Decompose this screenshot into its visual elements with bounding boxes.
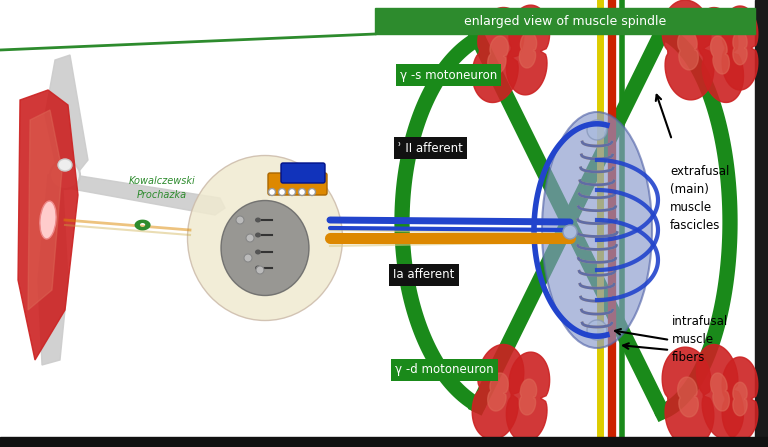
Polygon shape — [733, 31, 747, 65]
Polygon shape — [733, 382, 747, 416]
Text: intrafusal
muscle
fibers: intrafusal muscle fibers — [672, 315, 728, 364]
Text: ʾ II afferent: ʾ II afferent — [398, 142, 463, 155]
Ellipse shape — [58, 159, 72, 171]
Polygon shape — [472, 8, 524, 102]
Ellipse shape — [269, 189, 276, 195]
Polygon shape — [506, 5, 550, 95]
Ellipse shape — [255, 232, 261, 237]
Polygon shape — [45, 55, 88, 175]
Polygon shape — [488, 36, 508, 74]
Polygon shape — [38, 172, 68, 365]
Polygon shape — [18, 90, 78, 360]
Text: ⴰ: ⴰ — [132, 208, 151, 236]
Polygon shape — [677, 377, 698, 417]
Polygon shape — [722, 357, 758, 441]
Ellipse shape — [289, 189, 296, 195]
Ellipse shape — [279, 189, 286, 195]
Ellipse shape — [256, 266, 264, 274]
Ellipse shape — [587, 120, 607, 140]
Ellipse shape — [299, 189, 306, 195]
Polygon shape — [677, 30, 698, 70]
Ellipse shape — [255, 266, 261, 270]
Polygon shape — [697, 8, 743, 102]
Ellipse shape — [50, 161, 80, 189]
Ellipse shape — [40, 201, 56, 239]
Polygon shape — [0, 437, 768, 447]
Ellipse shape — [246, 234, 254, 242]
Polygon shape — [710, 373, 730, 411]
Text: enlarged view of muscle spindle: enlarged view of muscle spindle — [464, 14, 666, 28]
Polygon shape — [506, 352, 550, 442]
Ellipse shape — [255, 218, 261, 223]
Ellipse shape — [563, 225, 577, 239]
Polygon shape — [710, 36, 730, 74]
Ellipse shape — [587, 320, 607, 340]
Text: extrafusal
(main)
muscle
fascicles: extrafusal (main) muscle fascicles — [670, 165, 730, 232]
FancyBboxPatch shape — [268, 173, 327, 195]
Polygon shape — [697, 345, 743, 439]
Ellipse shape — [255, 249, 261, 254]
Text: γ -d motoneuron: γ -d motoneuron — [395, 363, 494, 376]
Ellipse shape — [187, 156, 343, 320]
Polygon shape — [488, 373, 508, 411]
Polygon shape — [755, 0, 768, 447]
FancyBboxPatch shape — [281, 163, 325, 183]
Text: Ia afferent: Ia afferent — [393, 269, 455, 282]
Polygon shape — [375, 8, 755, 34]
Polygon shape — [662, 347, 713, 447]
Ellipse shape — [542, 112, 652, 348]
Ellipse shape — [236, 216, 244, 224]
Ellipse shape — [309, 189, 316, 195]
Ellipse shape — [244, 254, 252, 262]
Polygon shape — [28, 110, 62, 310]
Polygon shape — [722, 6, 758, 90]
Polygon shape — [48, 172, 225, 215]
Ellipse shape — [221, 201, 309, 295]
Text: γ -s motoneuron: γ -s motoneuron — [400, 68, 497, 81]
Polygon shape — [472, 345, 524, 439]
Text: Kowalczewski
Prochazka: Kowalczewski Prochazka — [128, 177, 195, 200]
Polygon shape — [519, 379, 537, 415]
Polygon shape — [662, 0, 713, 100]
Polygon shape — [519, 32, 537, 68]
